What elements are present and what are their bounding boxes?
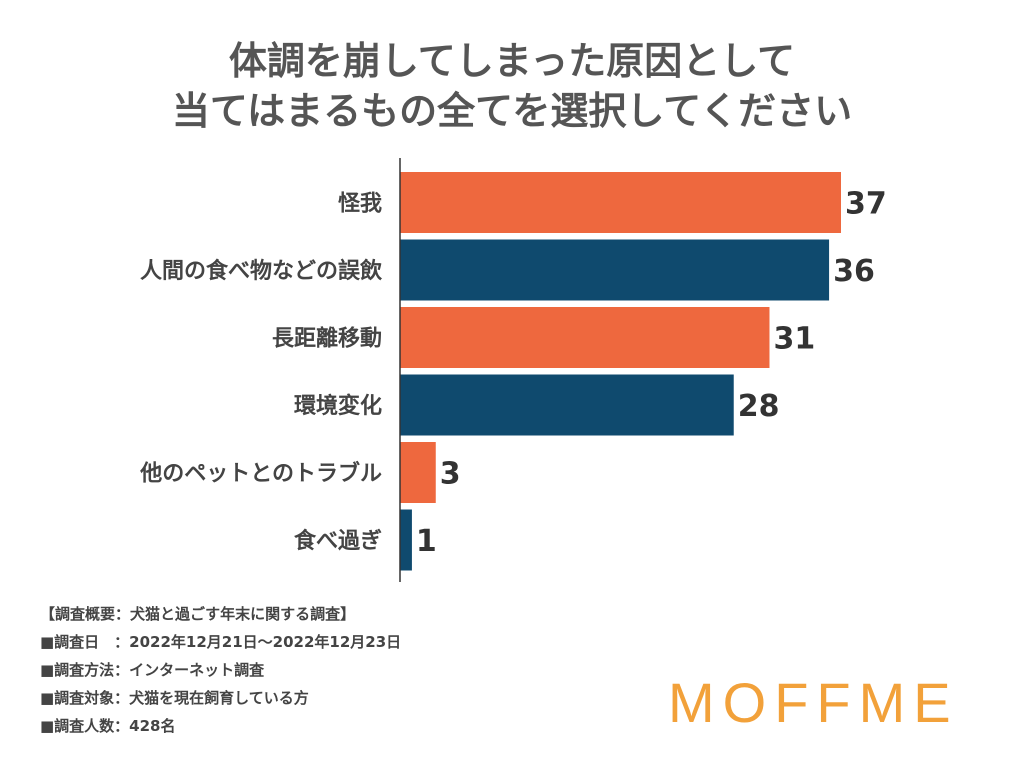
chart-title-line-2: 当てはまるもの全てを選択してください: [171, 89, 853, 133]
bar-3: [400, 374, 734, 436]
category-label-5: 食べ過ぎ: [294, 528, 382, 554]
survey-note-target: ■調査対象：犬猫を現在飼育している方: [40, 689, 309, 707]
bar-4: [400, 442, 436, 503]
category-label-4: 他のペットとのトラブル: [139, 461, 382, 487]
value-label-5: 1: [416, 524, 437, 559]
chart-title: 体調を崩してしまった原因として 当てはまるもの全てを選択してください: [0, 36, 1024, 136]
value-label-1: 36: [833, 254, 875, 289]
category-label-2: 長距離移動: [272, 326, 382, 352]
value-label-0: 37: [845, 187, 887, 222]
survey-note-heading: 【調査概要：犬猫と過ごす年末に関する調査】: [40, 605, 356, 623]
value-label-2: 31: [773, 322, 815, 357]
value-label-4: 3: [440, 457, 461, 492]
category-label-3: 環境変化: [294, 393, 382, 419]
value-label-3: 28: [738, 389, 780, 424]
survey-note-date: ■調査日 ：2022年12月21日〜2022年12月23日: [40, 633, 402, 651]
bar-5: [400, 509, 412, 571]
survey-note-method: ■調査方法：インターネット調査: [40, 661, 265, 679]
bar-1: [400, 239, 830, 301]
category-label-0: 怪我: [338, 192, 382, 217]
chart-title-line-1: 体調を崩してしまった原因として: [228, 39, 796, 83]
moffme-logo: MOFFME: [668, 671, 959, 734]
bar-chart: 怪我 37 人間の食べ物などの誤飲 36 長距離移動 31 環境変化 28 他のペットとのトラブ…: [139, 158, 887, 582]
category-label-1: 人間の食べ物などの誤飲: [140, 258, 383, 284]
bar-2: [400, 307, 770, 368]
survey-notes: 【調査概要：犬猫と過ごす年末に関する調査】 ■調査日 ：2022年12月21日〜…: [40, 600, 401, 740]
survey-note-count: ■調査人数：428名: [40, 717, 176, 735]
bar-0: [400, 172, 841, 233]
